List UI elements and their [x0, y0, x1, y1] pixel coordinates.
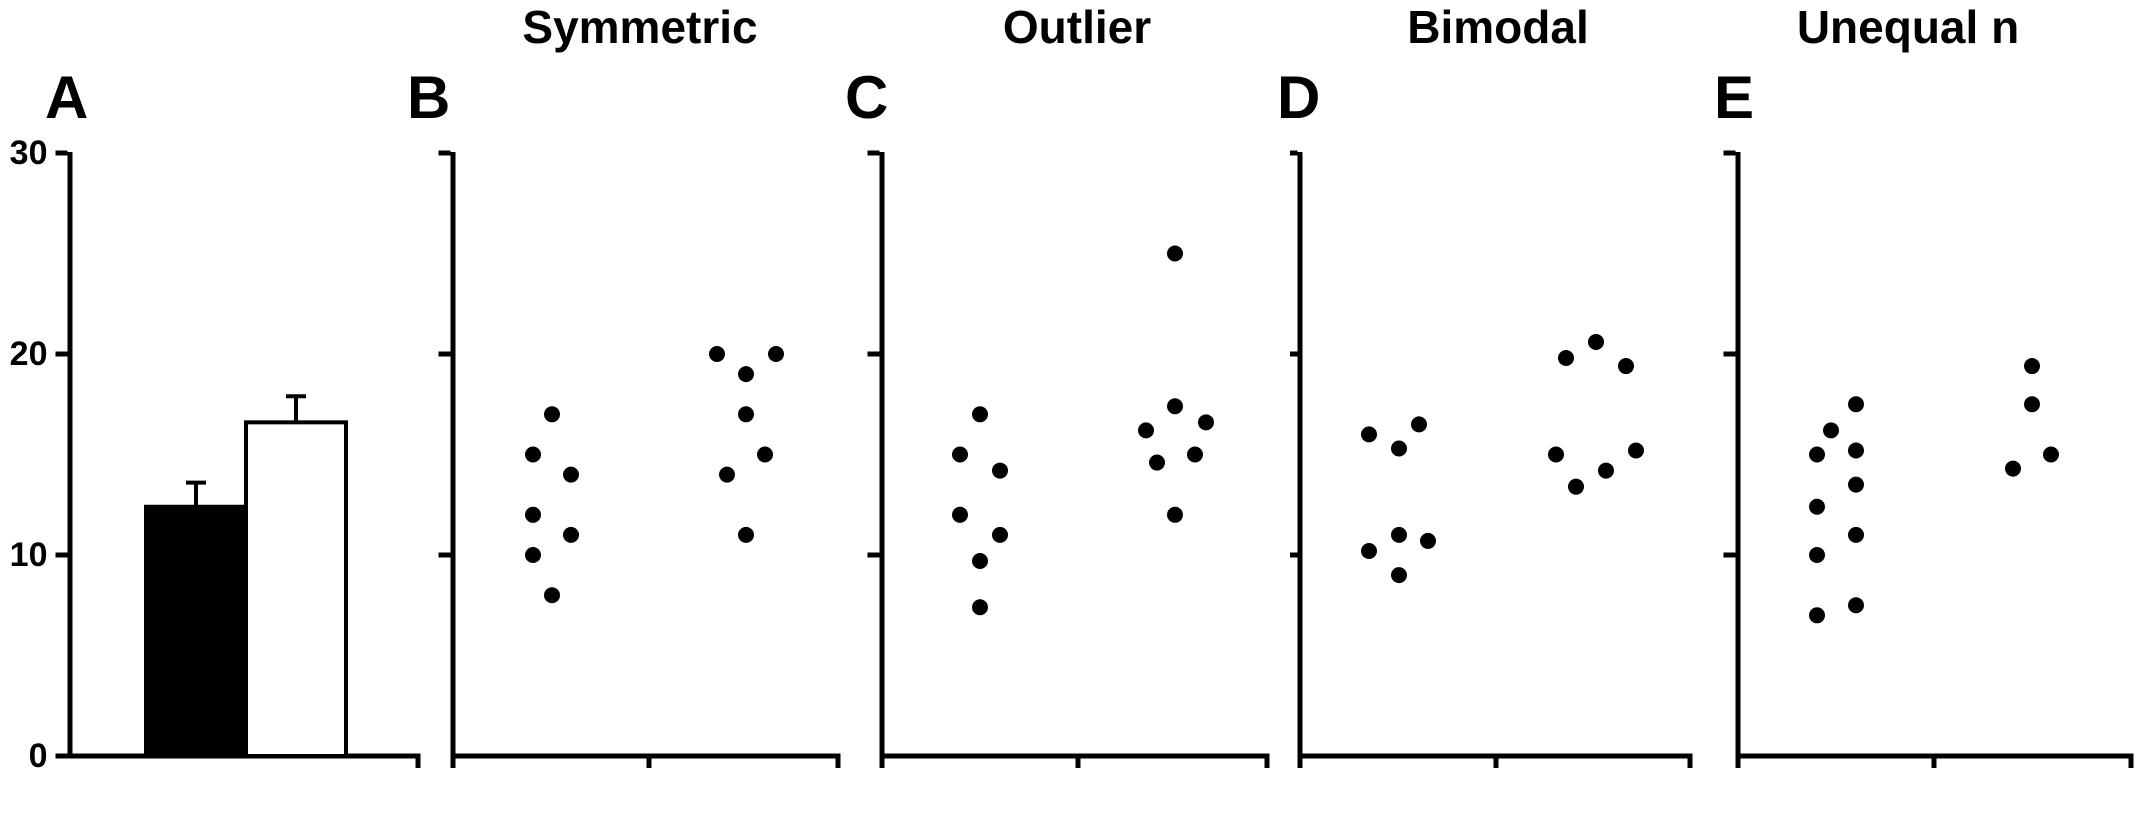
- data-dot-group1: [1848, 597, 1864, 614]
- data-dot-group2: [2024, 396, 2040, 413]
- data-dot-group2: [1588, 333, 1604, 350]
- data-dot-group1: [1361, 542, 1377, 559]
- data-dot-group1: [544, 406, 560, 423]
- data-dot-group2: [1138, 422, 1154, 439]
- bar-group1: [144, 504, 248, 759]
- y-tick-label: 30: [10, 134, 48, 172]
- panel-a-bar-plot: 0 10 20 30: [10, 134, 421, 775]
- bar-group2: [244, 420, 348, 758]
- data-dot-group2: [2024, 358, 2040, 375]
- data-dot-group2: [1149, 454, 1165, 471]
- data-dot-group1: [1823, 422, 1839, 439]
- data-dot-group1: [972, 406, 988, 423]
- data-dot-group1: [1848, 396, 1864, 413]
- data-dot-group2: [1198, 414, 1214, 431]
- data-dot-group2: [757, 446, 773, 463]
- data-dot-group1: [952, 446, 968, 463]
- data-dot-group2: [1167, 245, 1183, 262]
- data-dot-group2: [709, 346, 725, 362]
- data-dot-group1: [544, 587, 560, 604]
- data-dot-group1: [525, 446, 541, 463]
- data-dot-group2: [738, 526, 754, 543]
- data-dot-group2: [719, 466, 735, 483]
- data-dot-group1: [1848, 526, 1864, 543]
- panel-letter-a: A: [45, 64, 89, 131]
- data-dot-group2: [1167, 398, 1183, 415]
- data-dot-group1: [1848, 442, 1864, 459]
- data-dot-group2: [738, 366, 754, 383]
- data-dot-group1: [525, 547, 541, 563]
- data-dot-group2: [1598, 462, 1614, 479]
- data-dot-group1: [1391, 567, 1407, 584]
- data-dot-group1: [1411, 416, 1427, 433]
- panel-letter-d: D: [1277, 64, 1321, 131]
- data-dot-group1: [1391, 526, 1407, 543]
- panel-e-dot-plot: [1723, 150, 2134, 768]
- panel-b-dot-plot: [438, 150, 841, 768]
- data-dot-group1: [563, 466, 579, 483]
- y-tick-label: 10: [10, 536, 48, 574]
- data-dot-group1: [992, 526, 1008, 543]
- data-dot-group2: [2005, 460, 2021, 477]
- data-dot-group1: [992, 462, 1008, 479]
- data-dot-group1: [952, 506, 968, 523]
- panel-title-outlier: Outlier: [1002, 1, 1152, 53]
- data-dot-group1: [1848, 476, 1864, 493]
- panel-letter-b: B: [407, 64, 451, 131]
- data-dot-group1: [1420, 532, 1436, 549]
- data-dot-group1: [1809, 446, 1825, 463]
- data-dot-group2: [738, 406, 754, 423]
- data-dot-group1: [1809, 498, 1825, 515]
- data-dot-group2: [1167, 506, 1183, 523]
- panel-d-dot-plot: [1290, 150, 1693, 768]
- data-dot-group2: [1187, 446, 1203, 463]
- data-dot-group1: [1809, 547, 1825, 563]
- data-dot-group1: [1809, 607, 1825, 624]
- y-tick-label: 20: [10, 335, 48, 373]
- data-dot-group1: [972, 599, 988, 616]
- panel-letter-e: E: [1714, 64, 1755, 131]
- panel-title-symmetric: Symmetric: [522, 1, 758, 53]
- data-dot-group2: [1558, 350, 1574, 367]
- data-dot-group2: [1568, 478, 1584, 495]
- data-dot-group2: [2043, 446, 2059, 463]
- data-dot-group1: [563, 526, 579, 543]
- data-dot-group2: [1618, 358, 1634, 375]
- panel-c-dot-plot: [867, 150, 1270, 768]
- data-dot-group1: [1361, 426, 1377, 443]
- panel-title-bimodal: Bimodal: [1407, 1, 1589, 53]
- y-tick-label: 0: [29, 737, 48, 775]
- data-dot-group2: [1548, 446, 1564, 463]
- panel-letter-c: C: [845, 64, 889, 131]
- data-dot-group1: [525, 506, 541, 523]
- data-dot-group1: [1391, 440, 1407, 457]
- panel-title-unequal-n: Unequal n: [1796, 1, 2020, 53]
- data-dot-group2: [1628, 442, 1644, 459]
- data-dot-group1: [972, 553, 988, 570]
- data-dot-group2: [768, 346, 784, 362]
